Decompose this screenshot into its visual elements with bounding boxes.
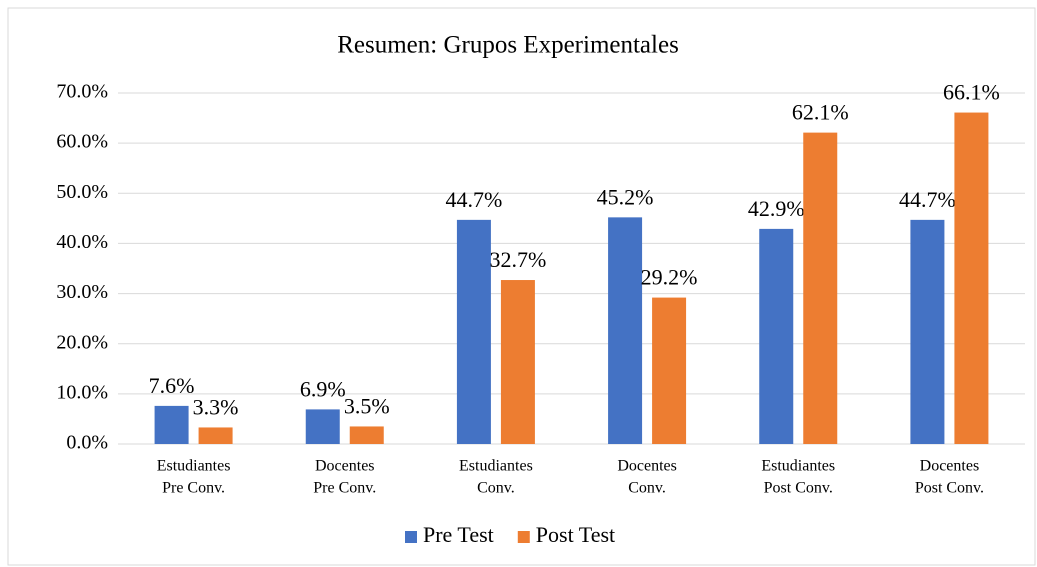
data-label: 29.2% [641, 265, 698, 290]
x-tick-label: Docentes [315, 458, 375, 475]
x-tick-label: Estudiantes [761, 458, 835, 475]
x-tick-label: Conv. [477, 480, 515, 497]
data-label: 7.6% [149, 373, 195, 398]
chart-title: Resumen: Grupos Experimentales [337, 32, 679, 59]
data-label: 44.7% [446, 187, 503, 212]
x-tick-label: Pre Conv. [162, 480, 225, 497]
legend-label: Post Test [536, 522, 615, 547]
data-label: 3.5% [344, 393, 390, 418]
bar [500, 280, 535, 444]
y-tick-label: 70.0% [56, 81, 108, 103]
y-tick-label: 40.0% [56, 231, 108, 253]
data-label: 6.9% [300, 376, 346, 401]
x-tick-label: Post Conv. [764, 480, 833, 497]
bar [349, 426, 384, 444]
y-tick-label: 30.0% [56, 281, 108, 303]
bar [198, 427, 233, 444]
y-tick-label: 60.0% [56, 131, 108, 153]
data-label: 62.1% [792, 100, 849, 125]
legend-label: Pre Test [423, 522, 494, 547]
data-label: 42.9% [748, 196, 805, 221]
bar [803, 132, 838, 444]
y-tick-label: 20.0% [56, 331, 108, 353]
bar [608, 217, 643, 444]
y-tick-label: 0.0% [66, 432, 108, 454]
x-tick-label: Conv. [628, 480, 666, 497]
data-label: 45.2% [597, 184, 654, 209]
data-label: 66.1% [943, 80, 1000, 105]
bar [954, 112, 989, 444]
x-tick-label: Docentes [920, 458, 980, 475]
data-label: 44.7% [899, 187, 956, 212]
bar [456, 219, 491, 444]
x-tick-label: Pre Conv. [313, 480, 376, 497]
x-tick-label: Post Conv. [915, 480, 984, 497]
data-label: 3.3% [193, 394, 239, 419]
bar [652, 297, 687, 444]
bar [910, 219, 945, 444]
bar [305, 409, 340, 444]
x-tick-label: Docentes [617, 458, 677, 475]
x-tick-label: Estudiantes [157, 458, 231, 475]
x-tick-label: Estudiantes [459, 458, 533, 475]
data-label: 32.7% [490, 247, 547, 272]
y-tick-label: 50.0% [56, 181, 108, 203]
y-tick-label: 10.0% [56, 381, 108, 403]
legend-swatch [517, 531, 530, 543]
bar [759, 228, 794, 444]
legend-swatch [405, 531, 417, 543]
bar [154, 405, 189, 444]
